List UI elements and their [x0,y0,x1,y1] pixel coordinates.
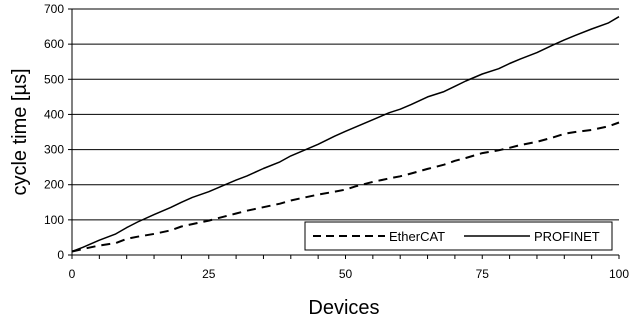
series-line-ethercat [71,121,620,253]
x-tick-label: 0 [69,267,76,281]
y-tick-label: 0 [57,248,64,262]
y-tick-label: 100 [44,213,64,227]
x-tick-label: 75 [476,267,490,281]
y-tick-label: 500 [44,72,64,86]
series-line-profinet [71,16,620,253]
y-axis-title: cycle time [µs] [9,68,31,195]
axes [68,8,620,259]
y-tick-label: 600 [44,37,64,51]
legend-label-ethercat: EtherCAT [389,229,445,244]
y-tick-label: 200 [44,178,64,192]
legend-label-profinet: PROFINET [534,229,600,244]
gridlines [72,8,619,221]
x-axis-title: Devices [308,297,379,319]
legend: EtherCAT PROFINET [304,221,613,251]
y-tick-label: 300 [44,143,64,157]
x-tick-label: 25 [202,267,216,281]
y-tick-label: 700 [44,2,64,16]
y-tick-label: 400 [44,107,64,121]
tick-labels: 0 100 200 300 400 500 600 700 0 25 50 75 100 [44,2,629,281]
x-tick-label: 100 [609,267,629,281]
x-tick-label: 50 [339,267,353,281]
series-lines [71,16,620,253]
